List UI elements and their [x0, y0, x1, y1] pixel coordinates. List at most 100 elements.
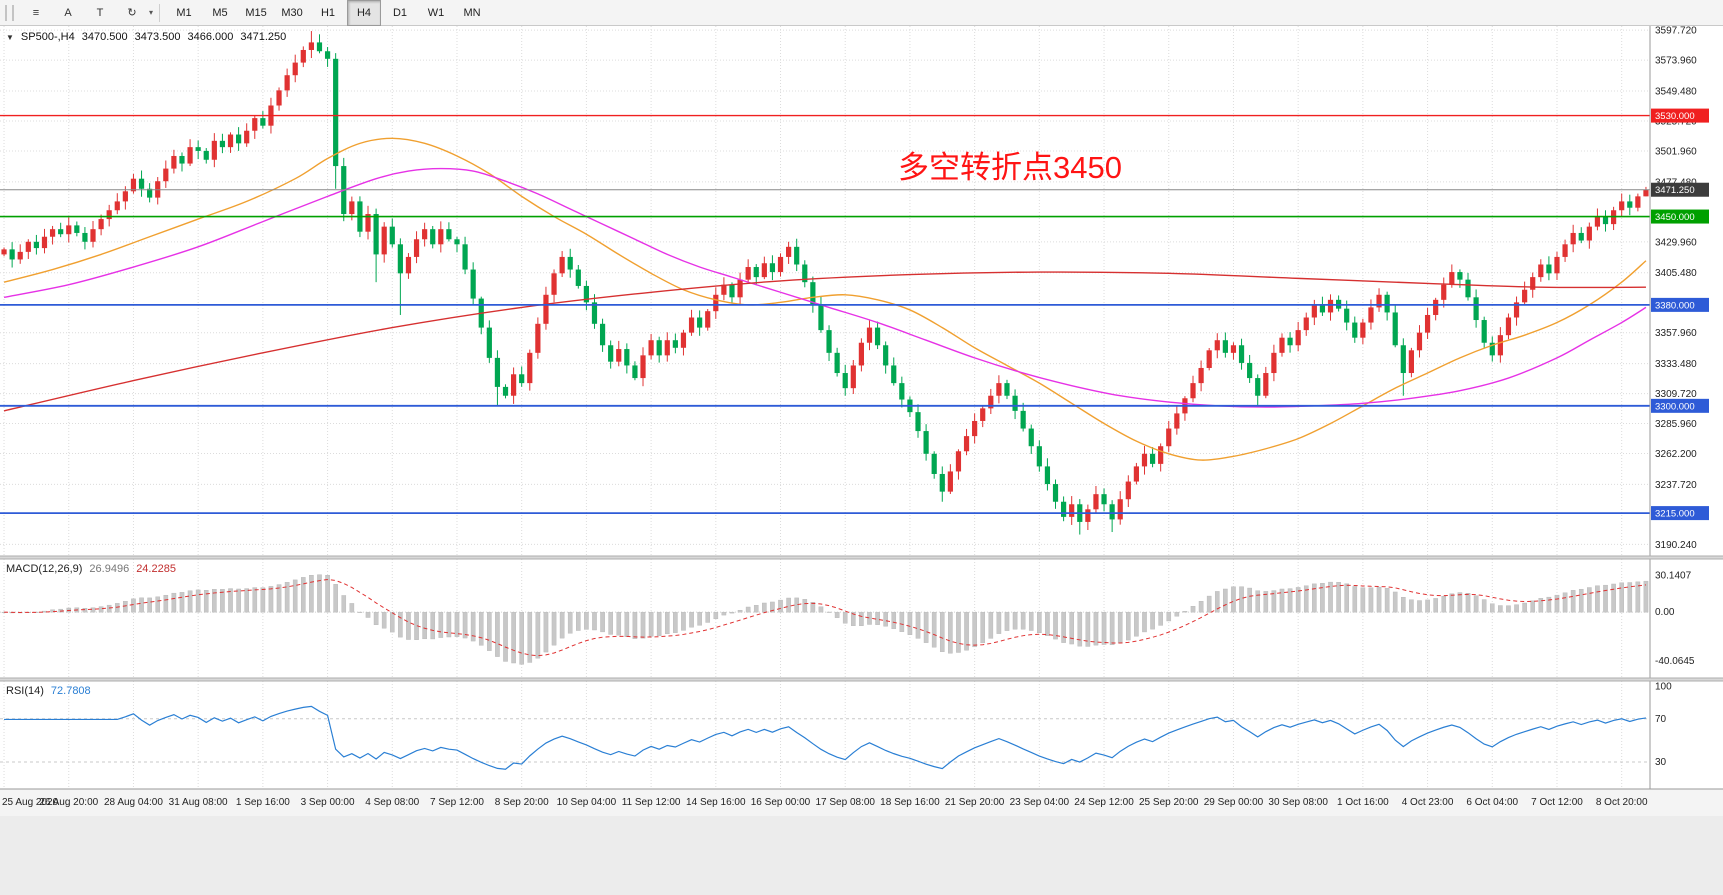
time-axis-label: 18 Sep 16:00 [880, 797, 940, 808]
rsi-line [4, 705, 1647, 770]
time-axis-label: 7 Sep 12:00 [430, 797, 484, 808]
rsi-indicator-label: RSI(14) 72.7808 [6, 685, 91, 697]
time-axis-label: 4 Oct 23:00 [1402, 797, 1454, 808]
time-axis-label: 28 Aug 04:00 [104, 797, 163, 808]
time-axis-label: 14 Sep 16:00 [686, 797, 746, 808]
menu-icon[interactable]: ≡ [32, 6, 40, 19]
tf-button-h4[interactable]: H4 [347, 0, 382, 26]
macd-axis-bottom: -40.0645 [1655, 656, 1695, 667]
time-axis-label: 21 Sep 20:00 [945, 797, 1005, 808]
rsi-axis-label: 100 [1655, 681, 1672, 692]
price-axis-label: 3262.200 [1655, 449, 1697, 460]
tf-button-h1[interactable]: H1 [320, 6, 336, 19]
tf-button-w1[interactable]: W1 [427, 6, 445, 19]
chart-annotation-text[interactable]: 多空转折点3450 [898, 150, 1122, 185]
rsi-name: RSI(14) [6, 685, 44, 697]
svg-text:3300.000: 3300.000 [1655, 401, 1695, 412]
time-axis-label: 16 Sep 00:00 [751, 797, 811, 808]
chart-header: ▼ SP500-,H4 3470.500 3473.500 3466.000 3… [6, 31, 286, 43]
toolbar: ≡ A T ↻ ▾ M1 M5 M15 M30 H1 H4 D1 W1 MN [0, 0, 1723, 26]
time-axis-label: 3 Sep 00:00 [301, 797, 355, 808]
time-axis-label: 1 Oct 16:00 [1337, 797, 1389, 808]
svg-text:3380.000: 3380.000 [1655, 300, 1695, 311]
candles-layer [1, 31, 1649, 535]
price-axis-label: 3573.960 [1655, 56, 1697, 67]
time-axis-label: 11 Sep 12:00 [622, 797, 681, 808]
price-badge-3450.000: 3450.000 [1651, 209, 1709, 224]
window-bottom-filler [0, 816, 1723, 895]
toolbar-grip[interactable] [5, 4, 14, 21]
ohlc-open: 3470.500 [81, 31, 128, 43]
price-badge-3471.250: 3471.250 [1651, 182, 1709, 197]
time-axis-label: 24 Sep 12:00 [1074, 797, 1134, 808]
svg-text:3215.000: 3215.000 [1655, 509, 1695, 520]
ohlc-low: 3466.000 [187, 31, 234, 43]
time-axis-label: 7 Oct 12:00 [1531, 797, 1583, 808]
price-axis-label: 3285.960 [1655, 419, 1697, 430]
price-axis-label: 3190.240 [1655, 540, 1697, 551]
tf-button-m30[interactable]: M30 [281, 6, 303, 19]
price-axis-label: 3237.720 [1655, 480, 1697, 491]
svg-text:3471.250: 3471.250 [1655, 185, 1695, 196]
rsi-value: 72.7808 [50, 685, 91, 697]
time-axis-label: 17 Sep 08:00 [815, 797, 875, 808]
toolbar-separator [159, 3, 161, 22]
dropdown-caret-icon[interactable]: ▾ [149, 8, 154, 17]
tf-button-m5[interactable]: M5 [212, 6, 228, 19]
time-axis-label: 25 Sep 20:00 [1139, 797, 1199, 808]
price-axis-label: 3309.720 [1655, 389, 1697, 400]
time-axis-label: 4 Sep 08:00 [365, 797, 419, 808]
price-axis-label: 3333.480 [1655, 359, 1697, 370]
time-axis-label: 8 Oct 20:00 [1596, 797, 1648, 808]
ohlc-high: 3473.500 [134, 31, 181, 43]
time-axis-label: 6 Oct 04:00 [1466, 797, 1518, 808]
ma-slow-line [3, 271, 1646, 412]
price-axis-label: 3405.480 [1655, 268, 1697, 279]
chart-canvas[interactable]: 3597.7203573.9603549.4803525.7203501.960… [0, 26, 1723, 816]
time-axis-label: 25 Aug 2020 [2, 797, 59, 808]
price-axis-label: 3357.960 [1655, 328, 1697, 339]
time-axis-label: 31 Aug 08:00 [169, 797, 228, 808]
time-axis-label: 26 Aug 20:00 [39, 797, 98, 808]
panel-separator[interactable] [0, 678, 1723, 681]
text-tool-icon[interactable]: A [64, 6, 72, 19]
date-strip-bg [0, 789, 1723, 816]
price-badge-3380.000: 3380.000 [1651, 297, 1709, 312]
tf-button-m1[interactable]: M1 [176, 6, 192, 19]
refresh-cycle-icon[interactable]: ↻ [127, 7, 137, 19]
macd-indicator-label: MACD(12,26,9) 26.9496 24.2285 [6, 563, 176, 575]
rsi-axis-label: 70 [1655, 714, 1667, 725]
price-grid [0, 29, 1650, 545]
price-axis-label: 3549.480 [1655, 87, 1697, 98]
panel-separator[interactable] [0, 556, 1723, 559]
chart-symbol-period: SP500-,H4 [20, 31, 75, 43]
macd-signal-line [4, 579, 1647, 657]
macd-axis-top: 30.1407 [1655, 570, 1692, 581]
svg-text:3530.000: 3530.000 [1655, 111, 1695, 122]
price-badge-3530.000: 3530.000 [1651, 108, 1709, 123]
price-axis-label: 3501.960 [1655, 146, 1697, 157]
rsi-axis-label: 30 [1655, 757, 1667, 768]
ma-fast-line [3, 137, 1647, 461]
time-axis-label: 23 Sep 04:00 [1010, 797, 1070, 808]
time-axis-label: 30 Sep 08:00 [1268, 797, 1328, 808]
vertical-grid [3, 26, 1623, 789]
collapse-chart-icon[interactable]: ▼ [6, 32, 14, 42]
macd-name: MACD(12,26,9) [6, 563, 83, 575]
time-axis-label: 1 Sep 16:00 [236, 797, 290, 808]
price-axis-label: 3429.960 [1655, 237, 1697, 248]
ohlc-close: 3471.250 [240, 31, 287, 43]
ma-mid-line [3, 167, 1647, 408]
time-axis-label: 29 Sep 00:00 [1204, 797, 1264, 808]
macd-histogram [1, 574, 1649, 665]
macd-value: 26.9496 [89, 563, 130, 575]
price-badge-3300.000: 3300.000 [1651, 398, 1709, 413]
tf-button-m15[interactable]: M15 [245, 6, 267, 19]
template-tool-icon[interactable]: T [96, 6, 104, 19]
tf-button-mn[interactable]: MN [463, 6, 481, 19]
time-axis-label: 8 Sep 20:00 [495, 797, 549, 808]
price-badge-3215.000: 3215.000 [1651, 506, 1709, 521]
tf-button-d1[interactable]: D1 [392, 6, 408, 19]
